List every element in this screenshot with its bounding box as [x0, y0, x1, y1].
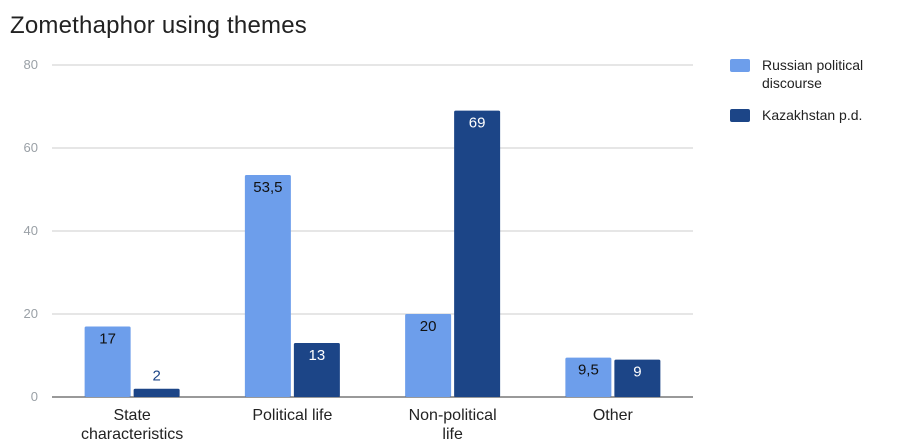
legend-swatch-kazakhstan [730, 109, 750, 122]
y-tick-label: 60 [24, 140, 38, 155]
legend-label-kazakhstan: Kazakhstan p.d. [762, 106, 901, 124]
bar-value-label: 17 [99, 330, 116, 347]
y-tick-label: 40 [24, 223, 38, 238]
legend-swatch-russian [730, 59, 750, 72]
x-axis-category-labels: State characteristics Political life Non-po… [81, 407, 634, 441]
y-tick-label: 20 [24, 306, 38, 321]
chart-title: Zomethaphor using themes [10, 12, 307, 39]
bar-value-labels: 17 2 53,5 13 20 69 9,5 9 [99, 115, 641, 385]
bar-value-label: 53,5 [253, 179, 282, 196]
x-category-label: characteristics [81, 426, 183, 441]
bar-kazakhstan [133, 388, 180, 397]
legend: Russian political discourse Kazakhstan p… [730, 56, 901, 138]
bar-kazakhstan [293, 343, 340, 397]
bar-value-label: 13 [309, 347, 326, 364]
bar-russian [565, 357, 612, 397]
legend-item-russian: Russian political discourse [730, 56, 901, 92]
legend-label-russian: Russian political discourse [762, 56, 901, 92]
legend-label-line: Russian political [762, 57, 864, 73]
y-tick-label: 0 [31, 389, 38, 404]
x-category-label: life [442, 426, 463, 441]
x-category-label: State [113, 407, 150, 424]
bar-russian [405, 314, 452, 397]
bar-value-label: 9,5 [578, 362, 599, 379]
bar-russian [244, 174, 291, 397]
bar-kazakhstan [454, 110, 501, 398]
bar-value-label: 9 [633, 364, 641, 381]
y-axis-ticks: 0 20 40 60 80 [24, 57, 38, 404]
gridlines [52, 64, 693, 398]
y-tick-label: 80 [24, 57, 38, 72]
bars [84, 110, 661, 398]
legend-label-line: Kazakhstan p.d. [762, 107, 863, 123]
x-category-label: Political life [252, 407, 332, 424]
bar-value-label: 20 [420, 318, 437, 335]
legend-item-kazakhstan: Kazakhstan p.d. [730, 106, 901, 124]
bar-russian [84, 326, 131, 397]
bar-value-label: 69 [469, 115, 486, 132]
bar-value-label: 2 [152, 368, 160, 385]
legend-label-line: discourse [762, 75, 822, 91]
x-category-label: Other [593, 407, 634, 424]
bar-kazakhstan [614, 359, 661, 397]
x-category-label: Non-political [409, 407, 497, 424]
